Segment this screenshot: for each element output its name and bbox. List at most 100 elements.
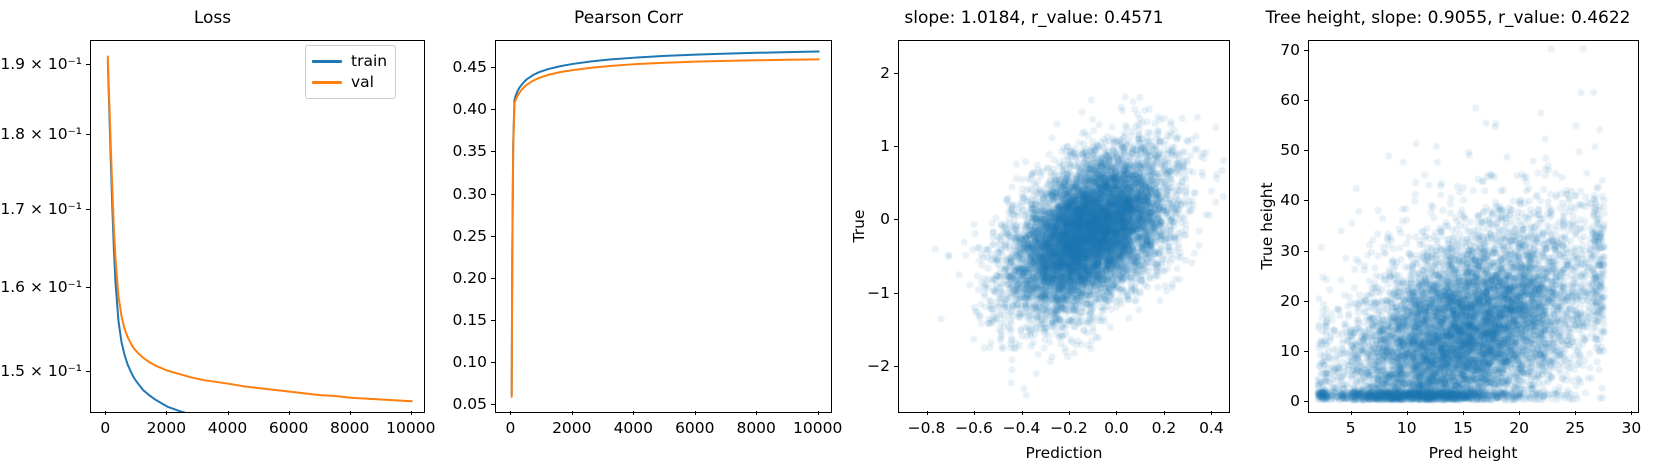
legend-train-val[interactable]: train val — [305, 45, 397, 99]
scatter-points-tree-height — [1309, 41, 1638, 412]
xtick-mark — [349, 411, 351, 415]
subplot-title-pearson-corr: Pearson Corr — [574, 8, 683, 28]
ytick-mark — [1304, 100, 1308, 102]
ytick-label: 0 — [880, 210, 890, 229]
xtick-mark — [571, 411, 573, 415]
xtick-mark — [633, 411, 635, 415]
ytick-label: −2 — [867, 356, 890, 375]
xtick-mark — [410, 411, 412, 415]
ytick-mark — [491, 277, 495, 279]
ytick-mark — [491, 109, 495, 111]
xtick-mark — [166, 411, 168, 415]
ytick-label: 70 — [1280, 41, 1300, 59]
subplot-prediction-true: slope: 1.0184, r_value: 0.4571 −2 −1 0 1 2 −0… — [832, 0, 1236, 468]
xtick-label: 20 — [1509, 419, 1529, 437]
xtick-mark — [1406, 411, 1408, 415]
xtick-label: 0.4 — [1199, 419, 1224, 437]
xtick-mark — [1068, 411, 1070, 415]
plot-area-prediction-true — [898, 40, 1230, 413]
ytick-label: 1 — [880, 137, 890, 156]
xtick-label: 30 — [1621, 419, 1642, 437]
legend-item-val: val — [312, 72, 387, 93]
xtick-label: 10000 — [386, 419, 436, 437]
xtick-mark — [1463, 411, 1465, 415]
ytick-label: 1.5 × 10⁻¹ — [0, 362, 82, 381]
ytick-mark — [1304, 200, 1308, 202]
ylabel-true-height: True height — [1258, 182, 1276, 270]
xtick-label: 5 — [1345, 419, 1356, 437]
xtick-mark — [288, 411, 290, 415]
xtick-label: 10000 — [793, 419, 843, 437]
ytick-label: 0.30 — [452, 184, 487, 203]
ytick-label: 60 — [1280, 91, 1300, 110]
xtick-mark — [694, 411, 696, 415]
ytick-label: 0.20 — [452, 268, 487, 287]
xtick-mark — [756, 411, 758, 415]
subplot-tree-height: Tree height, slope: 0.9055, r_value: 0.4… — [1236, 0, 1660, 468]
ytick-label: 0.15 — [452, 310, 487, 329]
ytick-mark — [491, 319, 495, 321]
ytick-mark — [894, 72, 898, 74]
ytick-label: 0.10 — [452, 353, 487, 372]
ytick-mark — [491, 404, 495, 406]
xtick-mark — [817, 411, 819, 415]
ytick-label: 1.8 × 10⁻¹ — [0, 125, 82, 144]
xlabel-pred-height: Pred height — [1428, 444, 1518, 462]
ytick-label: 1.6 × 10⁻¹ — [0, 278, 82, 297]
ytick-mark — [1304, 300, 1308, 302]
ytick-label: 10 — [1280, 341, 1300, 360]
ytick-label: −1 — [867, 283, 890, 302]
ytick-label: 0.35 — [452, 142, 487, 161]
xtick-mark — [1163, 411, 1165, 415]
xtick-label: 2000 — [146, 419, 187, 437]
subplot-title-loss: Loss — [193, 8, 232, 28]
legend-item-train: train — [312, 51, 387, 72]
xtick-label: 2000 — [552, 419, 592, 437]
ytick-label: 50 — [1280, 141, 1300, 160]
xtick-mark — [1211, 411, 1213, 415]
xtick-label: 6000 — [675, 419, 715, 437]
subplot-title-prediction-true: slope: 1.0184, r_value: 0.4571 — [904, 8, 1164, 28]
ytick-label: 30 — [1280, 241, 1300, 260]
xtick-mark — [1631, 411, 1633, 415]
ytick-mark — [86, 63, 90, 65]
xtick-label: 0.0 — [1104, 419, 1129, 437]
xtick-label: 10 — [1396, 419, 1417, 437]
ytick-label: 1.7 × 10⁻¹ — [0, 199, 82, 218]
ytick-label: 0 — [1290, 392, 1300, 410]
ytick-label: 20 — [1280, 291, 1300, 310]
ytick-label: 1.9 × 10⁻¹ — [0, 54, 82, 73]
legend-swatch-train — [312, 60, 342, 63]
ytick-mark — [86, 287, 90, 289]
xtick-label: −0.6 — [955, 419, 993, 437]
scatter-points-prediction-true — [899, 41, 1229, 412]
xtick-label: 4000 — [207, 419, 248, 437]
ytick-mark — [86, 371, 90, 373]
legend-label-train: train — [351, 51, 388, 70]
xlabel-prediction: Prediction — [1025, 444, 1103, 462]
ytick-mark — [491, 151, 495, 153]
xtick-mark — [926, 411, 928, 415]
ytick-mark — [491, 235, 495, 237]
xtick-label: 8000 — [736, 419, 776, 437]
xtick-label: 0.2 — [1151, 419, 1177, 437]
ytick-label: 0.05 — [452, 395, 487, 414]
ytick-mark — [894, 219, 898, 221]
xtick-mark — [1575, 411, 1577, 415]
subplot-pearson-corr: Pearson Corr 0.05 0.10 0.15 0.20 0.25 0.30 0.3… — [425, 0, 842, 468]
ylabel-true: True — [850, 209, 868, 243]
ytick-mark — [894, 365, 898, 367]
plot-area-tree-height — [1308, 40, 1639, 413]
ytick-mark — [1304, 250, 1308, 252]
xtick-label: −0.4 — [1002, 419, 1041, 437]
xtick-mark — [510, 411, 512, 415]
xtick-mark — [1350, 411, 1352, 415]
ytick-mark — [86, 208, 90, 210]
ytick-label: 2 — [880, 63, 890, 82]
xtick-label: −0.8 — [907, 419, 946, 437]
xtick-mark — [105, 411, 107, 415]
ytick-label: 40 — [1280, 191, 1300, 210]
ytick-mark — [1304, 150, 1308, 152]
xtick-label: 0 — [100, 419, 111, 437]
